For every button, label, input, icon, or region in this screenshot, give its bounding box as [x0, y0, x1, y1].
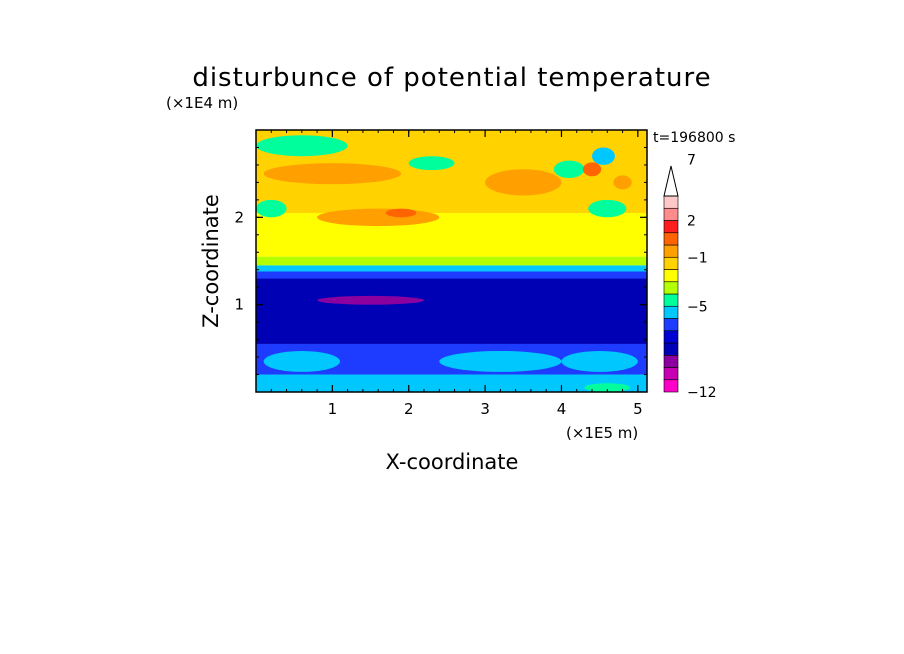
colorbar-swatch: [663, 256, 679, 270]
x-tick-label: 4: [557, 400, 567, 418]
x-axis-label: X-coordinate: [386, 450, 519, 474]
colorbar-label: −12: [687, 385, 717, 401]
x-tick-label: 1: [328, 400, 338, 418]
contour-feature-13: [263, 350, 341, 372]
contour-band-2: [256, 278, 647, 344]
colorbar-swatch: [663, 367, 679, 381]
colorbar-swatch: [663, 207, 679, 221]
colorbar-label: −5: [687, 299, 708, 315]
colorbar-swatch: [663, 354, 679, 368]
colorbar-swatch: [663, 244, 679, 258]
colorbar-extend-arrow: [663, 165, 679, 197]
colorbar-swatch: [663, 220, 679, 234]
colorbar-swatch: [663, 379, 679, 393]
colorbar-label: 2: [687, 214, 696, 230]
plot-frame: [255, 129, 648, 393]
contour-feature-5: [256, 199, 287, 218]
colorbar-swatch: [663, 342, 679, 356]
colorbar: 7 2 −1 −5 −12: [663, 152, 717, 401]
contour-feature-1: [256, 135, 348, 157]
contour-feature-12: [317, 295, 425, 305]
contour-band-3: [256, 271, 647, 279]
contour-feature-7: [553, 160, 585, 179]
x-axis-ticks: 1 2 3 4 5: [270, 130, 643, 418]
y-unit-label: (×1E4 m): [166, 94, 238, 112]
contour-feature-0: [263, 163, 402, 185]
contour-feature-14: [439, 350, 562, 372]
contour-fill: [256, 130, 647, 392]
contour-band-4: [256, 265, 647, 272]
contour-feature-4: [385, 208, 417, 218]
colorbar-swatch: [663, 293, 679, 307]
contour-feature-9: [592, 147, 615, 165]
y-axis-label: Z-coordinate: [199, 194, 223, 328]
contour-feature-16: [584, 383, 631, 392]
x-unit-label: (×1E5 m): [566, 424, 638, 442]
chart-title: disturbunce of potential temperature: [192, 63, 711, 93]
x-tick-label: 3: [480, 400, 490, 418]
x-tick-label: 2: [404, 400, 414, 418]
colorbar-swatch: [663, 195, 679, 209]
y-tick-label: 2: [234, 208, 244, 226]
x-tick-label: 5: [633, 400, 643, 418]
colorbar-swatch: [663, 305, 679, 319]
colorbar-swatch: [663, 330, 679, 344]
colorbar-swatch: [663, 232, 679, 246]
contour-feature-2: [408, 156, 455, 171]
colorbar-swatch: [663, 269, 679, 283]
contour-feature-11: [613, 175, 632, 190]
colorbar-swatch: [663, 318, 679, 332]
colorbar-label: −1: [687, 250, 708, 266]
contour-band-6: [256, 212, 647, 257]
y-tick-label: 1: [234, 296, 244, 314]
contour-feature-6: [485, 169, 562, 196]
contour-band-0: [256, 374, 647, 392]
time-label: t=196800 s: [653, 130, 735, 146]
contour-feature-3: [317, 208, 440, 227]
colorbar-label: 7: [687, 152, 696, 168]
contour-feature-8: [588, 199, 627, 218]
colorbar-swatch: [663, 281, 679, 295]
contour-feature-10: [582, 162, 602, 177]
y-axis-ticks: 12: [234, 146, 647, 376]
contour-feature-15: [561, 350, 638, 372]
contour-band-5: [256, 256, 647, 266]
